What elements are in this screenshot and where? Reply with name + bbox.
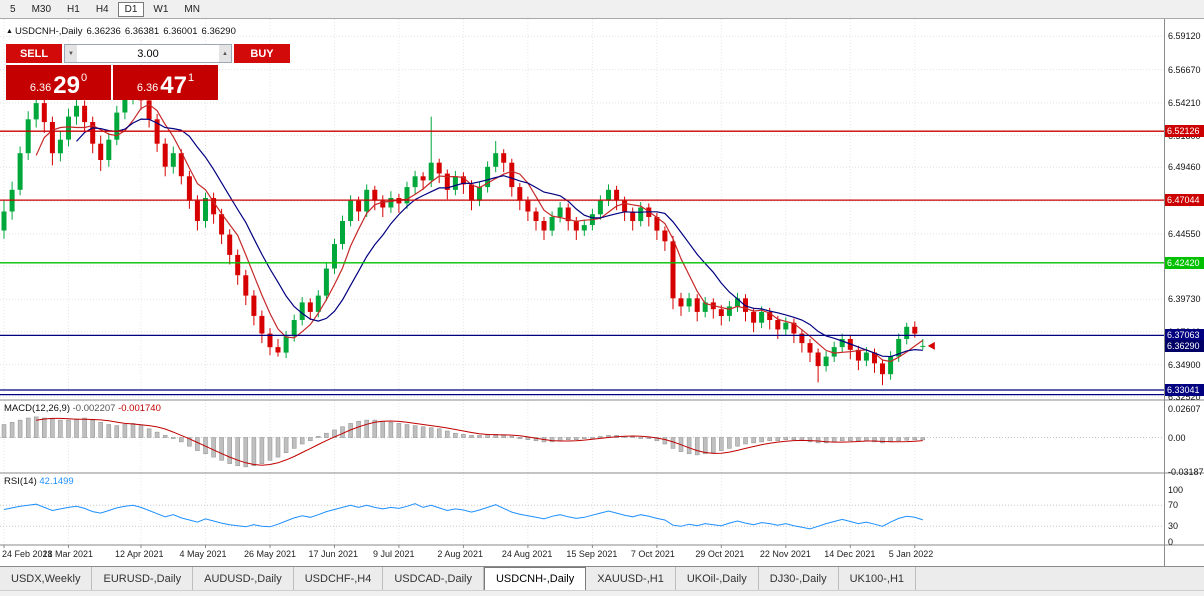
timeframe-button-MN[interactable]: MN [184, 3, 200, 15]
date-label: 17 Jun 2021 [308, 549, 358, 559]
ohlc-close: 6.36290 [201, 26, 236, 37]
rsi-axis-tick: 70 [1168, 500, 1179, 511]
date-label: 15 Sep 2021 [566, 549, 618, 559]
moving-averages [35, 103, 924, 363]
date-label: 18 Mar 2021 [42, 549, 94, 559]
price-line-label: 6.42420 [1165, 256, 1204, 269]
buy-price-big-digits: 47 [160, 72, 187, 99]
price-line-label: 6.47044 [1165, 194, 1204, 207]
chart-tab-usdcad-daily[interactable]: USDCAD-,Daily [383, 567, 484, 591]
buy-button[interactable]: BUY [234, 44, 290, 63]
price-tick: 6.59120 [1168, 31, 1201, 42]
date-label: 4 May 2021 [179, 549, 227, 559]
price-line-label: 6.33041 [1165, 383, 1204, 396]
chart-tab-uk100-h1[interactable]: UK100-,H1 [839, 567, 917, 591]
date-label: 5 Jan 2022 [888, 549, 934, 559]
chart-tab-usdcnh-daily[interactable]: USDCNH-,Daily [483, 567, 587, 591]
rsi-value: 42.1499 [39, 476, 74, 487]
ohlc-low: 6.36001 [163, 26, 198, 37]
price-tick: 6.54210 [1168, 97, 1201, 108]
rsi-axis-tick: 100 [1168, 484, 1184, 495]
sell-button[interactable]: SELL [6, 44, 62, 63]
macd-signal-line [36, 417, 923, 466]
ohlc-open: 6.36236 [86, 26, 121, 37]
date-label: 12 Apr 2021 [115, 549, 164, 559]
date-label: 24 Aug 2021 [501, 549, 553, 559]
price-line-label: 6.52126 [1165, 125, 1204, 138]
symbol-up-arrow-icon: ▲ [6, 28, 13, 35]
date-label: 7 Oct 2021 [630, 549, 675, 559]
symbol-name: USDCNH-,Daily [14, 26, 83, 37]
sell-price-pipette: 0 [81, 72, 88, 84]
chart-tab-eurusd-daily[interactable]: EURUSD-,Daily [92, 567, 194, 591]
date-label: 14 Dec 2021 [824, 549, 876, 559]
chart-tab-usdchf-h4[interactable]: USDCHF-,H4 [294, 567, 384, 591]
buy-price-panel[interactable]: 6.36 47 1 [113, 65, 218, 100]
rsi-indicator-label: RSI(14) 42.1499 [4, 476, 74, 487]
horizontal-price-lines[interactable] [0, 130, 1164, 396]
price-tick: 6.56670 [1168, 64, 1201, 75]
sell-price-big-digits: 29 [53, 72, 80, 99]
price-tick: 6.49460 [1168, 162, 1201, 173]
current-price-label: 6.36290 [1165, 339, 1204, 352]
chart-tab-dj30-daily[interactable]: DJ30-,Daily [759, 567, 839, 591]
macd-axis-tick: -0.03187 [1168, 467, 1204, 478]
timeframe-button-5[interactable]: 5 [10, 3, 16, 15]
chart-tabs-bar: USDX,Weekly EURUSD-,Daily AUDUSD-,Daily USD… [0, 566, 1204, 591]
chart-tab-ukoil-daily[interactable]: UKOil-,Daily [676, 567, 759, 591]
sell-price-prefix: 6.36 [29, 82, 52, 94]
chart-tab-usdx-weekly[interactable]: USDX,Weekly [0, 567, 93, 591]
macd-name: MACD(12,26,9) [4, 403, 70, 414]
macd-axis-tick: 0.02607 [1168, 404, 1201, 415]
timeframe-button-H4[interactable]: H4 [95, 3, 109, 15]
date-label: 2 Aug 2021 [437, 549, 483, 559]
date-label: 26 May 2021 [243, 549, 297, 559]
date-label: 24 Feb 2021 [2, 549, 53, 559]
macd-axis-tick: 0.00 [1168, 432, 1186, 443]
price-tick: 6.32520 [1168, 392, 1201, 403]
bottom-strip [0, 590, 1204, 596]
symbol-info: ▲ USDCNH-,Daily 6.36236 6.36381 6.36001 6.362… [6, 26, 240, 37]
price-tick: 6.39730 [1168, 294, 1201, 305]
volume-field: ▼ ▲ [64, 44, 232, 63]
chart-tab-xauusd-h1[interactable]: XAUUSD-,H1 [586, 567, 676, 591]
buy-price-pipette: 1 [188, 72, 195, 84]
timeframe-button-D1[interactable]: D1 [117, 1, 145, 17]
chart-canvas[interactable] [0, 0, 1204, 566]
pane-separators [0, 19, 1204, 566]
date-label: 22 Nov 2021 [759, 549, 811, 559]
volume-input[interactable] [77, 45, 219, 62]
price-line-label: 6.37063 [1165, 329, 1204, 342]
macd-value: -0.002207 [72, 403, 116, 414]
rsi-axis-tick: 0 [1168, 537, 1174, 547]
volume-decrease-button[interactable]: ▼ [65, 45, 77, 62]
current-price-arrow-icon [927, 341, 935, 350]
sell-price-panel[interactable]: 6.36 29 0 [6, 65, 111, 100]
rsi-axis-tick: 30 [1168, 521, 1179, 532]
timeframe-button-W1[interactable]: W1 [153, 3, 169, 15]
rsi-name: RSI(14) [4, 476, 37, 487]
macd-histogram [1, 416, 926, 468]
timeframe-button-M30[interactable]: M30 [31, 3, 52, 15]
price-tick: 6.34900 [1168, 359, 1201, 370]
date-label: 9 Jul 2021 [372, 549, 415, 559]
date-label: 29 Oct 2021 [695, 549, 745, 559]
ohlc-high: 6.36381 [124, 26, 160, 37]
macd-indicator-label: MACD(12,26,9) -0.002207 -0.001740 [4, 403, 161, 414]
one-click-trading-panel: SELL ▼ ▲ BUY 6.36 29 0 6.36 47 1 [6, 44, 290, 100]
macd-signal-value: -0.001740 [118, 403, 161, 414]
timeframe-toolbar: 5 M30 H1 H4 D1 W1 MN [0, 0, 1204, 19]
rsi-line [3, 503, 923, 530]
volume-increase-button[interactable]: ▲ [219, 45, 231, 62]
chart-tab-audusd-daily[interactable]: AUDUSD-,Daily [193, 567, 294, 591]
timeframe-button-H1[interactable]: H1 [67, 3, 80, 15]
price-tick: 6.44550 [1168, 228, 1201, 239]
candlesticks [1, 88, 926, 386]
buy-price-prefix: 6.36 [136, 82, 159, 94]
